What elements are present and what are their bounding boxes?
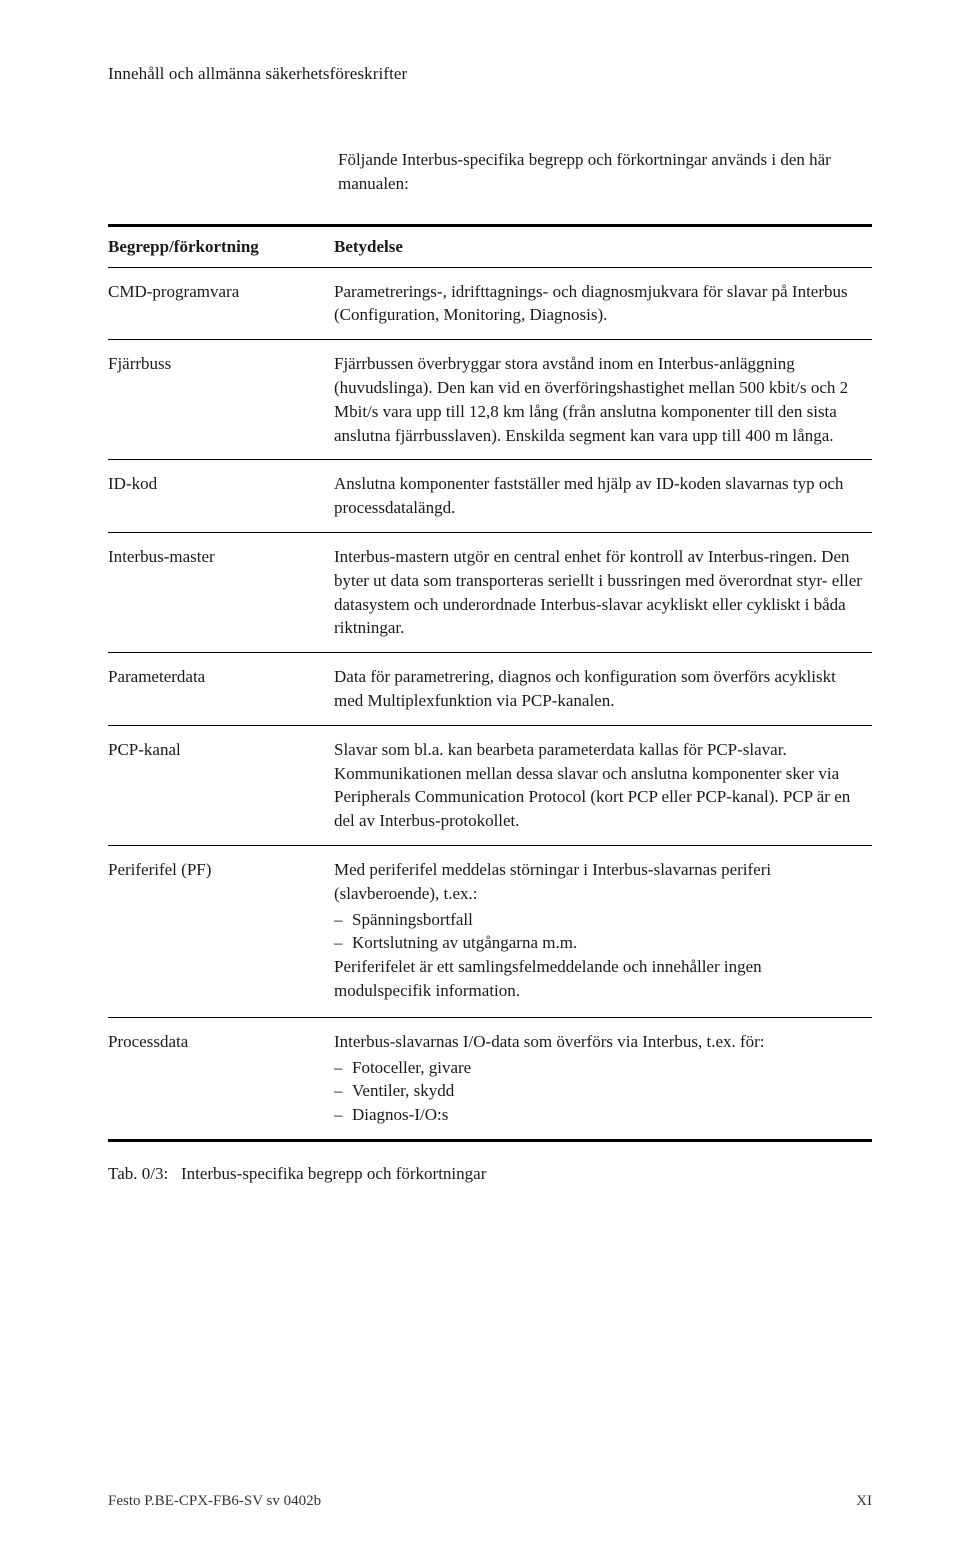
term-cell: Periferifel (PF) [108, 845, 334, 1017]
definition-cell: Med periferifel meddelas störningar i In… [334, 845, 872, 1017]
caption-text: Interbus-specifika begrepp och förkortni… [181, 1164, 486, 1183]
definition-pre-text: Interbus-slavarnas I/O-data som överförs… [334, 1030, 862, 1054]
table-caption: Tab. 0/3: Interbus-specifika begrepp och… [108, 1164, 872, 1184]
table-row: Processdata Interbus-slavarnas I/O-data … [108, 1017, 872, 1140]
definition-cell: Anslutna komponenter fastställer med hjä… [334, 460, 872, 533]
term-cell: Interbus-master [108, 532, 334, 652]
list-item: Kortslutning av utgångarna m.m. [334, 931, 862, 955]
column-header-term: Begrepp/förkortning [108, 225, 334, 267]
definitions-table: Begrepp/förkortning Betydelse CMD-progra… [108, 224, 872, 1142]
table-row: CMD-programvara Parametrerings-, idriftt… [108, 267, 872, 340]
column-header-definition: Betydelse [334, 225, 872, 267]
definition-cell: Interbus-slavarnas I/O-data som överförs… [334, 1017, 872, 1140]
table-row: Fjärrbuss Fjärrbussen överbryggar stora … [108, 340, 872, 460]
bullet-list: Fotoceller, givare Ventiler, skydd Diagn… [334, 1056, 862, 1127]
list-item: Fotoceller, givare [334, 1056, 862, 1080]
definition-cell: Slavar som bl.a. kan bearbeta parameterd… [334, 725, 872, 845]
bullet-list: Spänningsbortfall Kortslutning av utgång… [334, 908, 862, 956]
caption-label: Tab. 0/3: [108, 1164, 168, 1183]
page-footer: Festo P.BE-CPX-FB6-SV sv 0402b XI [108, 1493, 872, 1510]
list-item: Ventiler, skydd [334, 1079, 862, 1103]
table-row: Periferifel (PF) Med periferifel meddela… [108, 845, 872, 1017]
term-cell: Parameterdata [108, 653, 334, 726]
term-cell: ID-kod [108, 460, 334, 533]
page-header: Innehåll och allmänna säkerhetsföreskrif… [108, 64, 872, 84]
term-cell: Fjärrbuss [108, 340, 334, 460]
definition-pre-text: Med periferifel meddelas störningar i In… [334, 858, 862, 906]
definition-cell: Interbus-mastern utgör en central enhet … [334, 532, 872, 652]
list-item: Diagnos-I/O:s [334, 1103, 862, 1127]
table-row: PCP-kanal Slavar som bl.a. kan bearbeta … [108, 725, 872, 845]
table-row: Parameterdata Data för parametrering, di… [108, 653, 872, 726]
definition-post-text: Periferifelet är ett samlingsfelmeddelan… [334, 955, 862, 1003]
intro-text: Följande Interbus-specifika begrepp och … [338, 148, 872, 196]
term-cell: CMD-programvara [108, 267, 334, 340]
term-cell: Processdata [108, 1017, 334, 1140]
table-row: Interbus-master Interbus-mastern utgör e… [108, 532, 872, 652]
definition-cell: Fjärrbussen överbryggar stora avstånd in… [334, 340, 872, 460]
footer-doc-id: Festo P.BE-CPX-FB6-SV sv 0402b [108, 1493, 321, 1510]
definition-cell: Data för parametrering, diagnos och konf… [334, 653, 872, 726]
list-item: Spänningsbortfall [334, 908, 862, 932]
table-row: ID-kod Anslutna komponenter fastställer … [108, 460, 872, 533]
footer-page-number: XI [856, 1493, 872, 1510]
definition-cell: Parametrerings-, idrifttagnings- och dia… [334, 267, 872, 340]
term-cell: PCP-kanal [108, 725, 334, 845]
